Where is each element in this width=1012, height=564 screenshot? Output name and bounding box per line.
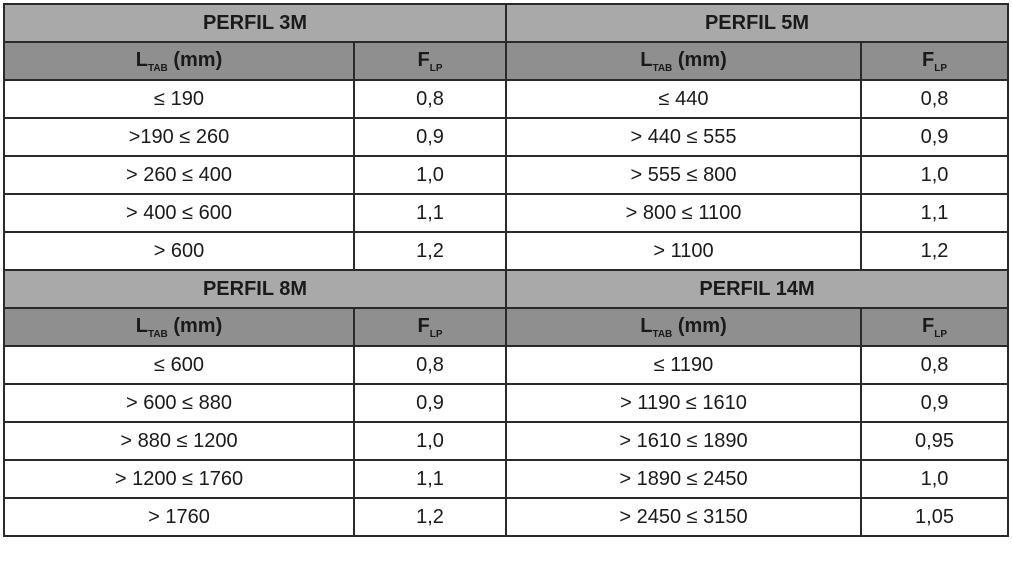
profile-factor-table: PERFIL 3M PERFIL 5M LTAB (mm) FLP LTAB (mm) F…: [3, 3, 1009, 537]
left-range-cell: ≤ 190: [3, 79, 355, 119]
left-factor-header: FLP: [353, 41, 507, 81]
left-range-cell: > 260 ≤ 400: [3, 155, 355, 195]
left-range-cell: ≤ 600: [3, 345, 355, 385]
left-range-header: LTAB (mm): [3, 41, 355, 81]
left-range-cell: > 600: [3, 231, 355, 271]
right-factor-cell: 0,9: [860, 383, 1009, 423]
right-range-header: LTAB (mm): [505, 307, 862, 347]
profile-factor-table-container: PERFIL 3M PERFIL 5M LTAB (mm) FLP LTAB (mm) F…: [3, 3, 1009, 537]
left-range-cell: >190 ≤ 260: [3, 117, 355, 157]
right-range-cell: ≤ 1190: [505, 345, 862, 385]
range-header-symbol: L: [135, 48, 148, 71]
left-range-cell: > 600 ≤ 880: [3, 383, 355, 423]
factor-header-subscript: LP: [934, 62, 947, 74]
range-header-unit: (mm): [167, 48, 223, 71]
factor-header-symbol: F: [417, 48, 430, 71]
left-factor-cell: 1,1: [353, 459, 507, 499]
factor-header-subscript: LP: [934, 328, 947, 340]
left-factor-cell: 0,9: [353, 117, 507, 157]
table-row: > 880 ≤ 1200 1,0 > 1610 ≤ 1890 0,95: [3, 421, 1009, 461]
factor-header-subscript: LP: [429, 62, 443, 74]
range-header-symbol: L: [640, 314, 653, 337]
range-header-subscript: TAB: [147, 328, 168, 340]
right-range-cell: > 440 ≤ 555: [505, 117, 862, 157]
left-factor-cell: 0,8: [353, 345, 507, 385]
right-factor-header: FLP: [860, 307, 1009, 347]
right-factor-cell: 0,8: [860, 345, 1009, 385]
right-range-cell: > 555 ≤ 800: [505, 155, 862, 195]
right-factor-cell: 0,8: [860, 79, 1009, 119]
table-row: > 400 ≤ 600 1,1 > 800 ≤ 1100 1,1: [3, 193, 1009, 233]
factor-header-symbol: F: [922, 314, 935, 337]
column-header-row: LTAB (mm) FLP LTAB (mm) FLP: [3, 41, 1009, 81]
range-header-subscript: TAB: [147, 62, 168, 74]
table-row: > 600 1,2 > 1100 1,2: [3, 231, 1009, 271]
range-header-subscript: TAB: [652, 328, 673, 340]
profile-title-right: PERFIL 14M: [505, 269, 1009, 309]
column-header-row: LTAB (mm) FLP LTAB (mm) FLP: [3, 307, 1009, 347]
profile-title-row: PERFIL 8M PERFIL 14M: [3, 269, 1009, 309]
factor-header-symbol: F: [417, 314, 430, 337]
right-factor-cell: 0,9: [860, 117, 1009, 157]
right-range-cell: > 800 ≤ 1100: [505, 193, 862, 233]
left-range-cell: > 880 ≤ 1200: [3, 421, 355, 461]
right-range-cell: > 1890 ≤ 2450: [505, 459, 862, 499]
range-header-unit: (mm): [672, 314, 727, 337]
right-factor-header: FLP: [860, 41, 1009, 81]
profile-title-left: PERFIL 8M: [3, 269, 507, 309]
table-row: > 600 ≤ 880 0,9 > 1190 ≤ 1610 0,9: [3, 383, 1009, 423]
right-factor-cell: 1,1: [860, 193, 1009, 233]
left-factor-cell: 1,1: [353, 193, 507, 233]
left-factor-cell: 1,2: [353, 231, 507, 271]
profile-title-right: PERFIL 5M: [505, 3, 1009, 43]
table-row: ≤ 600 0,8 ≤ 1190 0,8: [3, 345, 1009, 385]
table-row: > 1760 1,2 > 2450 ≤ 3150 1,05: [3, 497, 1009, 537]
right-range-cell: > 2450 ≤ 3150: [505, 497, 862, 537]
range-header-unit: (mm): [167, 314, 223, 337]
factor-header-symbol: F: [922, 48, 935, 71]
left-factor-header: FLP: [353, 307, 507, 347]
left-factor-cell: 1,0: [353, 155, 507, 195]
left-factor-cell: 1,2: [353, 497, 507, 537]
left-range-header: LTAB (mm): [3, 307, 355, 347]
table-row: > 1200 ≤ 1760 1,1 > 1890 ≤ 2450 1,0: [3, 459, 1009, 499]
table-row: ≤ 190 0,8 ≤ 440 0,8: [3, 79, 1009, 119]
left-factor-cell: 0,8: [353, 79, 507, 119]
left-range-cell: > 1200 ≤ 1760: [3, 459, 355, 499]
profile-title-row: PERFIL 3M PERFIL 5M: [3, 3, 1009, 43]
right-factor-cell: 1,2: [860, 231, 1009, 271]
left-factor-cell: 1,0: [353, 421, 507, 461]
left-range-cell: > 400 ≤ 600: [3, 193, 355, 233]
table-body: PERFIL 3M PERFIL 5M LTAB (mm) FLP LTAB (mm) F…: [3, 3, 1009, 537]
factor-header-subscript: LP: [429, 328, 443, 340]
right-range-cell: ≤ 440: [505, 79, 862, 119]
right-factor-cell: 1,0: [860, 459, 1009, 499]
table-row: >190 ≤ 260 0,9 > 440 ≤ 555 0,9: [3, 117, 1009, 157]
right-factor-cell: 1,0: [860, 155, 1009, 195]
profile-title-left: PERFIL 3M: [3, 3, 507, 43]
right-range-cell: > 1190 ≤ 1610: [505, 383, 862, 423]
left-factor-cell: 0,9: [353, 383, 507, 423]
range-header-unit: (mm): [672, 48, 727, 71]
right-range-cell: > 1610 ≤ 1890: [505, 421, 862, 461]
right-factor-cell: 0,95: [860, 421, 1009, 461]
right-factor-cell: 1,05: [860, 497, 1009, 537]
table-row: > 260 ≤ 400 1,0 > 555 ≤ 800 1,0: [3, 155, 1009, 195]
range-header-subscript: TAB: [652, 62, 673, 74]
left-range-cell: > 1760: [3, 497, 355, 537]
right-range-cell: > 1100: [505, 231, 862, 271]
range-header-symbol: L: [135, 314, 148, 337]
range-header-symbol: L: [640, 48, 653, 71]
right-range-header: LTAB (mm): [505, 41, 862, 81]
